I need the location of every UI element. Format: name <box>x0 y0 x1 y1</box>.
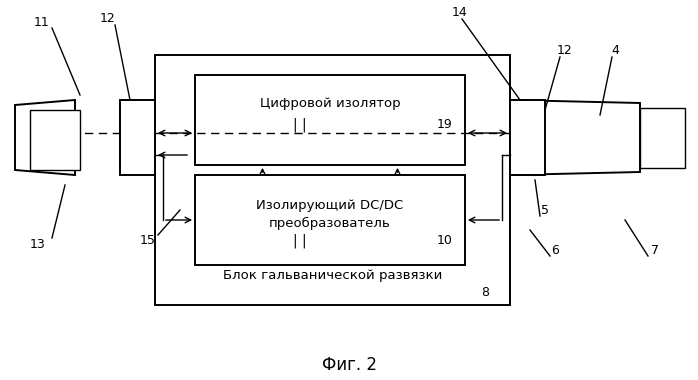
Text: Изолирующий DC/DC: Изолирующий DC/DC <box>256 198 403 212</box>
Bar <box>155 55 510 305</box>
Bar <box>195 175 465 265</box>
Text: 10: 10 <box>437 234 453 247</box>
Text: 4: 4 <box>611 43 619 57</box>
Bar <box>195 75 465 165</box>
Text: Фиг. 2: Фиг. 2 <box>322 356 376 374</box>
Text: Блок гальванической развязки: Блок гальванической развязки <box>223 269 443 282</box>
Text: 5: 5 <box>541 204 549 217</box>
Text: Цифровой изолятор: Цифровой изолятор <box>260 97 401 109</box>
Text: преобразователь: преобразователь <box>269 217 391 230</box>
Text: 6: 6 <box>551 244 559 256</box>
Polygon shape <box>15 100 75 175</box>
Polygon shape <box>510 100 640 175</box>
Text: 8: 8 <box>481 287 489 299</box>
Text: 12: 12 <box>100 11 116 24</box>
Bar <box>120 100 155 175</box>
Bar <box>30 110 80 170</box>
Bar <box>640 108 685 168</box>
Bar <box>510 100 545 175</box>
Text: 15: 15 <box>140 233 156 247</box>
Text: | |: | | <box>293 118 307 132</box>
Text: 11: 11 <box>34 16 50 28</box>
Text: | |: | | <box>293 234 307 248</box>
Text: 14: 14 <box>452 5 468 19</box>
Text: 7: 7 <box>651 244 659 256</box>
Text: 19: 19 <box>437 119 453 131</box>
Text: 12: 12 <box>557 43 573 57</box>
Text: 13: 13 <box>30 239 46 252</box>
